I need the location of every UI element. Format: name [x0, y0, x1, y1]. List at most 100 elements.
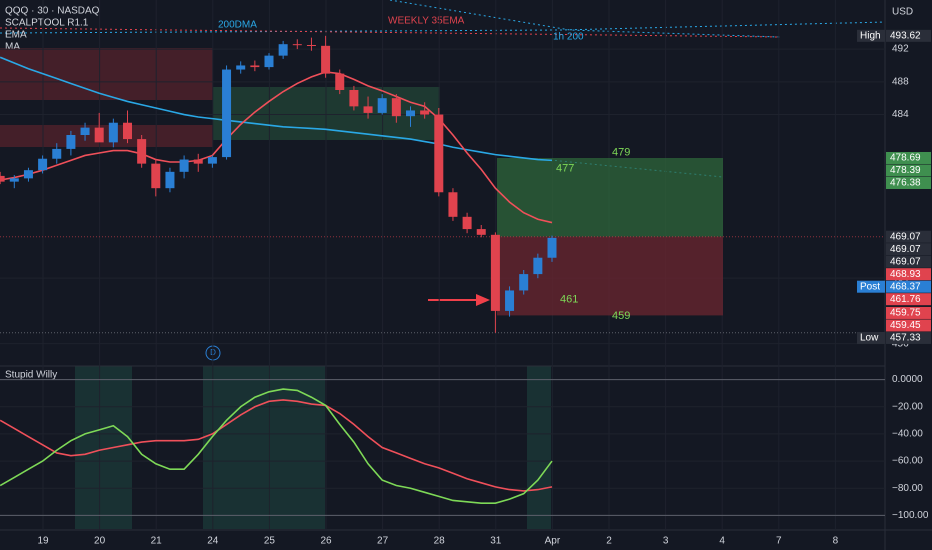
price-tag-name-bg [857, 29, 885, 42]
price-tag-label: 493.62 [890, 30, 921, 41]
price-tag [886, 243, 931, 256]
price-tag-label: 468.37 [890, 281, 921, 292]
indicator-title: Stupid Willy [5, 370, 57, 381]
x-tick-label: 4 [719, 536, 725, 547]
stop-box [497, 236, 723, 316]
candle-body [406, 110, 415, 117]
price-tag [886, 293, 931, 306]
y-tick-label: −60.00 [892, 456, 923, 467]
indicator-line [0, 388, 553, 504]
candle-body [94, 127, 104, 143]
supply-zone [0, 125, 213, 147]
price-tag-name: Low [860, 333, 879, 344]
x-tick-label: 2 [606, 536, 612, 547]
x-tick-label: 20 [94, 536, 106, 547]
price-tag [886, 268, 931, 281]
overlay-line [0, 56, 553, 162]
price-tag [886, 280, 931, 293]
candle-body [9, 178, 19, 182]
price-tag [886, 29, 931, 42]
price-tag-label: 478.39 [890, 165, 921, 176]
candle-body [52, 148, 62, 159]
y-tick-label: −80.00 [892, 483, 923, 494]
currency: USD [892, 7, 913, 18]
candle-body [505, 290, 515, 311]
candle-body [151, 163, 161, 189]
candle-body [137, 139, 147, 164]
chart-title: QQQ · 30 · NASDAQ [5, 6, 100, 17]
x-tick-label: 19 [37, 536, 49, 547]
candle-body [476, 229, 486, 235]
x-tick-label: 31 [490, 536, 502, 547]
candle-body [165, 171, 175, 189]
candle-body [250, 65, 260, 68]
candle-body [533, 257, 543, 275]
price-tag-label: 478.69 [890, 153, 921, 164]
indicator-zone [527, 366, 551, 529]
candle-body [434, 114, 444, 193]
price-tag-label: 459.75 [890, 308, 921, 319]
candle-body [490, 234, 500, 311]
candle-body [335, 73, 345, 90]
candle-body [363, 106, 373, 113]
price-tag-label: 457.33 [890, 333, 921, 344]
level-label: 461 [560, 294, 578, 306]
annotation: WEEKLY 35EMA [388, 16, 465, 27]
target-box [497, 157, 723, 237]
level-label: 477 [556, 163, 574, 175]
y-tick-label: −100.00 [892, 510, 929, 521]
annotation: 1h 200 [553, 32, 584, 43]
candle-body [108, 122, 118, 143]
candle-body [377, 98, 387, 113]
price-tag-name-bg [857, 280, 885, 293]
candle-body [292, 44, 302, 46]
arrow-head [476, 294, 490, 306]
annotation: 200DMA [218, 20, 257, 31]
x-tick-label: 27 [377, 536, 389, 547]
x-tick-label: 25 [264, 536, 276, 547]
candle-body [547, 237, 557, 258]
candle-body [66, 135, 76, 149]
level-label: 479 [612, 146, 630, 158]
guide-line [389, 0, 781, 38]
price-tag [886, 319, 931, 332]
price-tag-label: 461.76 [890, 294, 921, 305]
candle-body [38, 158, 48, 171]
candle-body [420, 110, 430, 115]
price-tag [886, 176, 931, 189]
price-tag-label: 468.93 [890, 269, 921, 280]
candle-body [23, 170, 33, 179]
x-tick-label: 21 [151, 536, 163, 547]
price-tag-label: 469.07 [890, 244, 921, 255]
overlay-line [0, 71, 553, 224]
candle-body [236, 65, 246, 70]
candle-body [0, 175, 5, 182]
x-tick-label: 24 [207, 536, 219, 547]
x-tick-label: 28 [434, 536, 446, 547]
price-tag-name-bg [857, 331, 885, 344]
y-tick-label: −40.00 [892, 429, 923, 440]
candle-body [391, 98, 401, 117]
candle-body [349, 90, 359, 107]
candle-body [222, 69, 232, 158]
candle-body [278, 44, 288, 56]
price-tag [886, 255, 931, 268]
legend-entry: MA [5, 42, 20, 53]
candle-body [519, 274, 529, 291]
candle-body [80, 127, 90, 135]
candle-body [462, 216, 472, 230]
candle-body [179, 159, 189, 172]
price-tag [886, 151, 931, 164]
price-tag [886, 230, 931, 243]
price-tag-name: Post [860, 281, 880, 292]
price-tag [886, 164, 931, 177]
x-tick-label: 7 [776, 536, 782, 547]
price-tag [886, 331, 931, 344]
candle-body [306, 45, 316, 46]
y-tick-label: 492 [892, 44, 909, 55]
x-tick-label: Apr [545, 536, 561, 547]
x-tick-label: 8 [833, 536, 839, 547]
price-tag-label: 476.38 [890, 178, 921, 189]
x-tick-label: 26 [320, 536, 332, 547]
